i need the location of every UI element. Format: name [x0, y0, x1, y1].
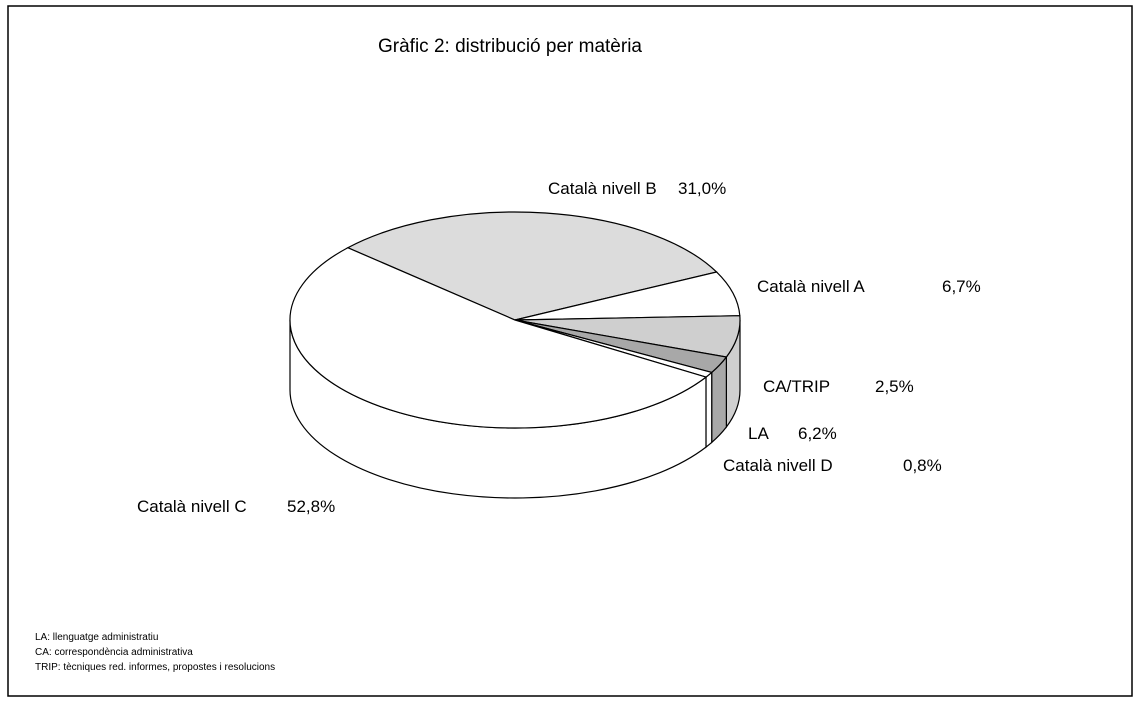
footnote: LA: llenguatge administratiu [35, 632, 158, 643]
slice-value-label: 31,0% [678, 179, 726, 198]
labels: Català nivell B 31,0% Català nivell A 6,7% L… [137, 179, 981, 516]
slice [289, 247, 708, 429]
slice-value-label: 6,7% [942, 277, 981, 296]
pie [289, 211, 741, 499]
footnote: CA: correspondència administrativa [35, 647, 193, 658]
slice-value-label: 2,5% [875, 377, 914, 396]
slice [346, 211, 718, 321]
footnote: TRIP: tècniques red. informes, propostes… [35, 662, 275, 673]
slice-label: Català nivell D [723, 456, 833, 475]
slice-value-label: 0,8% [903, 456, 942, 475]
notes: LA: llenguatge administratiu CA: correspo… [35, 632, 275, 673]
chart-title: Gràfic 2: distribució per matèria [378, 36, 642, 57]
slice-side [705, 371, 713, 449]
slice-label: Català nivell C [137, 497, 247, 516]
slice-label: Català nivell A [757, 277, 865, 296]
slice-value-label: 52,8% [287, 497, 335, 516]
slice-label: LA [748, 424, 769, 443]
slice-value-label: 6,2% [798, 424, 837, 443]
slice-label: CA/TRIP [763, 377, 830, 396]
slice-label: Català nivell B [548, 179, 657, 198]
